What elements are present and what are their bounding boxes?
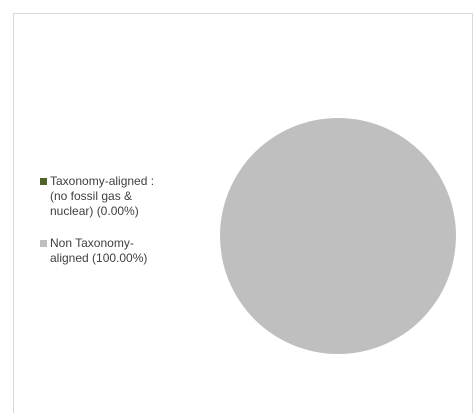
pie-slice-1 xyxy=(220,118,456,354)
legend-item-taxonomy-aligned: Taxonomy-aligned : (no fossil gas & nucl… xyxy=(40,174,200,219)
legend-label-non-taxonomy-aligned: Non Taxonomy- aligned (100.00%) xyxy=(50,236,148,265)
chart-legend: Taxonomy-aligned : (no fossil gas & nucl… xyxy=(40,174,200,283)
legend-item-non-taxonomy-aligned: Non Taxonomy- aligned (100.00%) xyxy=(40,236,200,266)
legend-swatch-non-taxonomy-aligned xyxy=(40,240,47,247)
legend-swatch-taxonomy-aligned xyxy=(40,178,47,185)
legend-label-taxonomy-aligned: Taxonomy-aligned : (no fossil gas & nucl… xyxy=(50,174,155,218)
